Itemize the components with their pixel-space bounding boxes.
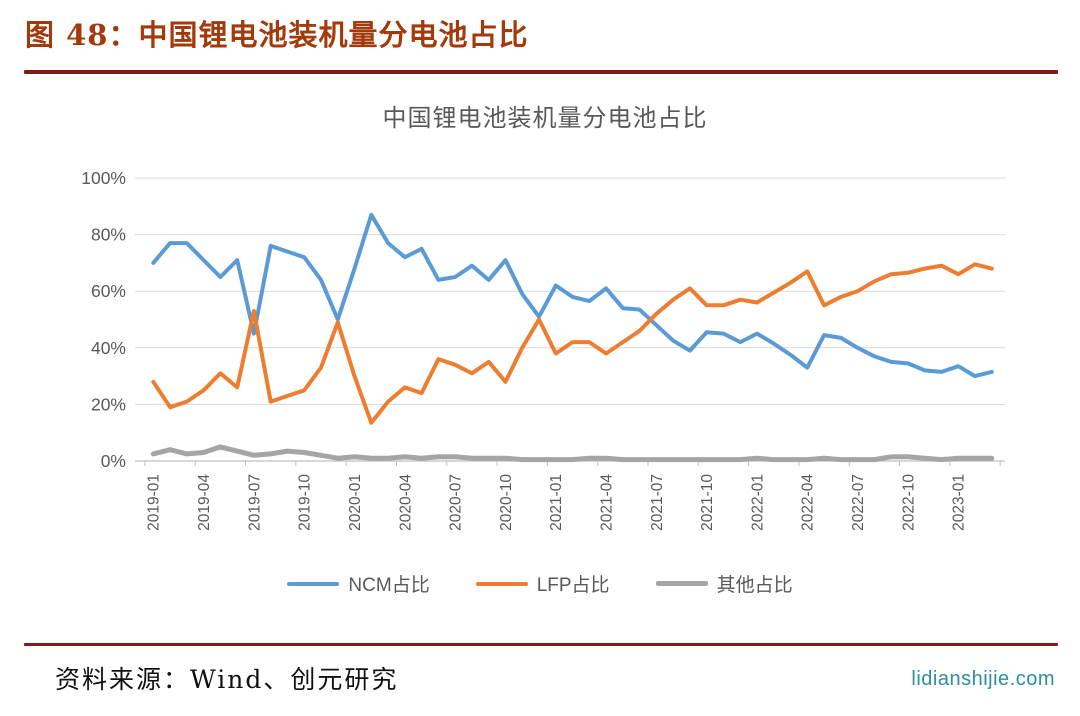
series-line-lfp	[151, 262, 994, 425]
x-axis-tick-label: 2021-10	[699, 474, 716, 531]
legend-line-swatch	[287, 581, 340, 586]
x-axis-tick-label: 2022-10	[900, 474, 917, 531]
legend-line-swatch	[475, 581, 528, 586]
line-chart-plot-area: 0% 20% 40% 60% 80% 100% 2019-01 2019-04 2019-07 2…	[81, 168, 1005, 531]
x-axis-tick-label: 2022-04	[800, 474, 817, 531]
legend-item: NCM占比	[287, 570, 430, 597]
x-axis-tick-label: 2019-04	[196, 474, 213, 531]
legend-line-swatch	[655, 581, 708, 586]
x-axis-tick-label: 2019-01	[146, 474, 163, 531]
y-axis-tick-label: 60%	[91, 281, 126, 301]
x-axis-tick-label: 2020-04	[397, 474, 414, 531]
x-axis-tick-label: 2021-04	[599, 474, 616, 531]
bottom-divider	[24, 643, 1058, 646]
legend-item: LFP占比	[475, 570, 610, 597]
x-axis-tick-label: 2021-01	[548, 474, 565, 531]
x-axis-tick-label: 2020-01	[347, 474, 364, 531]
y-axis-tick-label: 40%	[91, 338, 126, 358]
figure-caption: 图 48：中国锂电池装机量分电池占比	[25, 18, 529, 52]
x-axis-tick-label: 2023-01	[951, 474, 968, 531]
series-line-other	[150, 444, 995, 463]
x-axis-tick-label: 2021-07	[649, 474, 666, 531]
legend-label: NCM占比	[348, 575, 430, 596]
x-axis-tick-label: 2019-07	[246, 474, 263, 531]
chart-title: 中国锂电池装机量分电池占比	[382, 105, 708, 132]
chart-legend: NCM占比 LFP占比 其他占比	[0, 570, 1080, 597]
legend-item: 其他占比	[655, 570, 793, 597]
y-axis-tick-label: 20%	[91, 394, 126, 414]
y-axis-tick-label: 0%	[101, 451, 126, 471]
y-axis-tick-label: 100%	[81, 168, 126, 188]
data-source-note: 资料来源：Wind、创元研究	[55, 665, 399, 694]
y-axis-tick-label: 80%	[91, 225, 126, 245]
watermark-text: lidianshijie.com	[911, 668, 1055, 690]
legend-label: LFP占比	[536, 575, 610, 596]
x-axis-tick-label: 2022-01	[749, 474, 766, 531]
x-axis-tick-label: 2020-07	[448, 474, 465, 531]
x-axis-tick-label: 2022-07	[850, 474, 867, 531]
legend-label: 其他占比	[716, 575, 793, 596]
series-line-ncm	[151, 212, 994, 379]
x-axis-tick-label: 2020-10	[498, 474, 515, 531]
top-divider	[24, 70, 1058, 74]
x-axis-tick-label: 2019-10	[297, 474, 314, 531]
